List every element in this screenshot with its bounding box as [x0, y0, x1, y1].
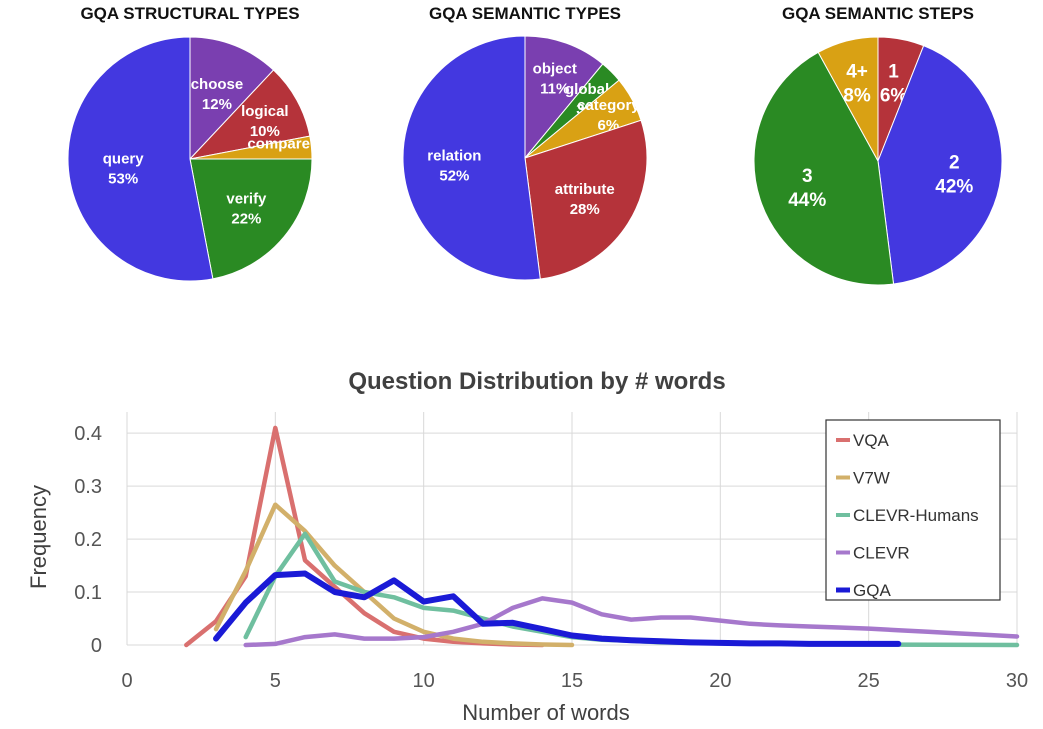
slice-label: logical: [241, 103, 289, 120]
slice-percent: 10%: [250, 123, 280, 140]
x-tick-label: 25: [858, 670, 880, 692]
series-line: [213, 502, 575, 648]
pie-slice: [524, 35, 604, 160]
x-axis-label: Number of words: [462, 700, 630, 725]
slice-percent: 53%: [108, 170, 138, 187]
pie-chart-semantic-types: GQA SEMANTIC TYPES object11%global3%cate…: [375, 0, 675, 300]
y-tick-label: 0.3: [74, 476, 102, 498]
legend-label: GQA: [853, 581, 891, 600]
pie-svg: 1 6% 2 42% 3 44% 4+ 8%: [753, 36, 1003, 286]
pie-chart-structural-types: GQA STRUCTURAL TYPES choose 12% logical 10%…: [40, 0, 340, 300]
slice-percent: 42%: [935, 177, 973, 198]
slice-label: category: [577, 97, 640, 114]
pie-slice: [189, 36, 275, 161]
x-tick-label: 15: [561, 670, 583, 692]
series-line: [243, 596, 1020, 648]
slice-percent: 8%: [843, 85, 871, 106]
slice-label: 2: [949, 153, 960, 174]
x-tick-label: 5: [270, 670, 281, 692]
pie-slice: [189, 158, 313, 280]
pie-slice: [877, 45, 1003, 285]
legend-label: CLEVR-Humans: [853, 506, 979, 525]
slice-label: 3: [802, 166, 813, 187]
slice-label: relation: [427, 147, 481, 164]
slice-percent: 44%: [788, 190, 826, 211]
slice-percent: 28%: [570, 201, 600, 218]
slice-label: global: [565, 81, 609, 98]
x-tick-label: 0: [121, 670, 132, 692]
pie-svg: choose12%logical10%compare3%verify22%que…: [67, 36, 313, 282]
x-tick-labels: 0 5 10 15 20 25 30: [121, 670, 1028, 692]
pie-svg: object11%global3%category6%attribute28%r…: [402, 35, 648, 281]
pie-title: GQA STRUCTURAL TYPES: [80, 4, 300, 23]
pie-slice: [817, 36, 879, 162]
slice-label: compare: [247, 136, 310, 153]
series-lines: [184, 425, 1020, 648]
pie-slice: [753, 51, 895, 286]
slice-percent: 6%: [880, 85, 908, 106]
slice-label: 4+: [846, 61, 868, 82]
slice-percent: 12%: [202, 96, 232, 113]
pie-slice: [524, 119, 648, 280]
slice-percent: 11%: [540, 80, 569, 97]
y-tick-label: 0: [91, 635, 102, 657]
slice-percent: 22%: [231, 211, 261, 228]
legend-box: [825, 419, 1001, 601]
legend-label: CLEVR: [853, 544, 910, 563]
slice-label: query: [103, 150, 145, 167]
y-axis-label: Frequency: [26, 485, 51, 589]
slice-label: verify: [226, 191, 267, 208]
y-tick-label: 0.2: [74, 529, 102, 551]
y-tick-label: 0.4: [74, 423, 102, 445]
series-line: [213, 570, 902, 647]
slice-label: attribute: [555, 181, 615, 198]
pie-title: GQA SEMANTIC STEPS: [781, 4, 975, 23]
slice-percent: 52%: [439, 167, 469, 184]
pie-slice: [67, 36, 214, 282]
slice-label: 1: [888, 61, 899, 82]
pie-slice: [402, 35, 541, 281]
legend: VQA V7W CLEVR-Humans CLEVR GQA: [825, 419, 1001, 601]
y-tick-labels: 0 0.1 0.2 0.3 0.4: [74, 423, 102, 657]
legend-label: VQA: [853, 431, 890, 450]
pie-title: GQA SEMANTIC TYPES: [428, 4, 622, 23]
slice-label: choose: [191, 76, 244, 93]
x-tick-label: 30: [1006, 670, 1028, 692]
x-tick-label: 10: [413, 670, 435, 692]
legend-label: V7W: [853, 469, 890, 488]
slice-label: object: [533, 60, 577, 77]
y-tick-label: 0.1: [74, 582, 102, 604]
line-chart-title: Question Distribution by # words: [348, 368, 725, 395]
x-tick-label: 20: [709, 670, 731, 692]
pie-chart-semantic-steps: GQA SEMANTIC STEPS 1 6% 2 42% 3 44% 4+ 8%: [728, 0, 1028, 300]
pie-slice: [188, 69, 311, 160]
